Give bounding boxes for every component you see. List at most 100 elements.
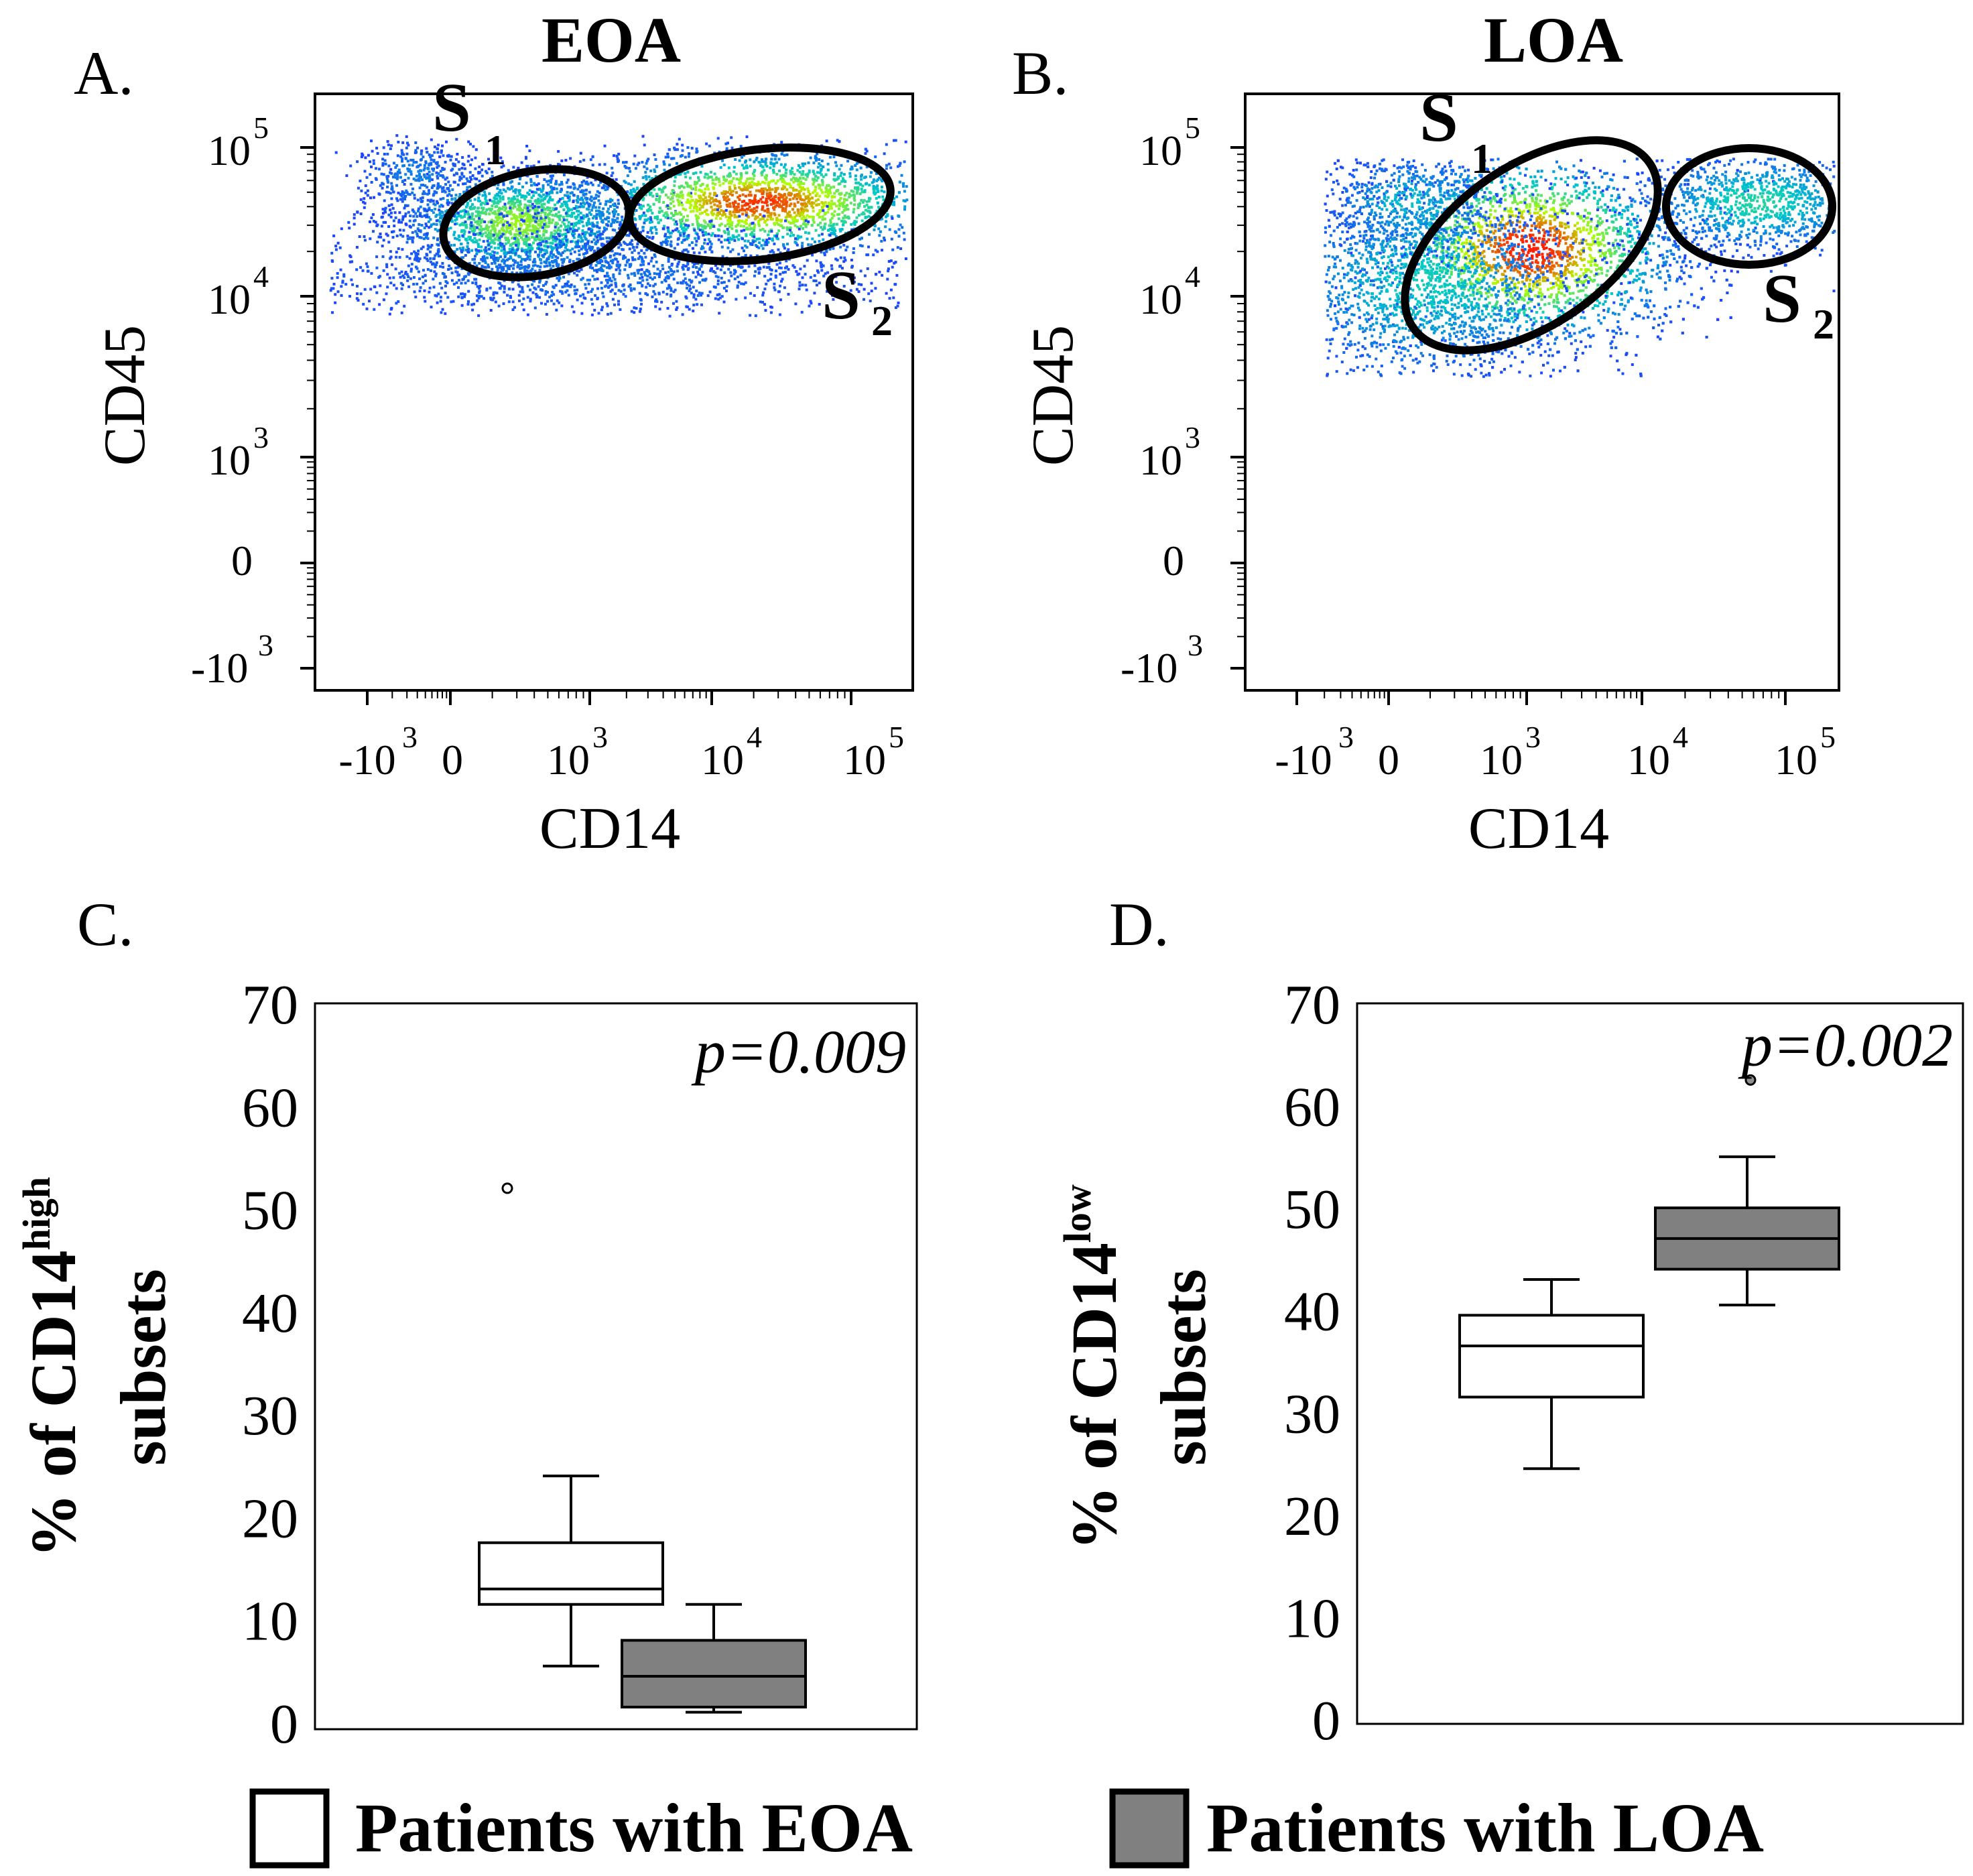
event-dot	[826, 290, 828, 293]
event-dot	[494, 232, 497, 235]
event-dot	[767, 262, 771, 265]
event-dot	[734, 201, 737, 204]
event-dot	[836, 189, 840, 192]
event-dot	[804, 195, 808, 198]
event-dot	[406, 204, 409, 207]
event-dot	[680, 225, 683, 228]
event-dot	[741, 155, 743, 159]
event-dot	[676, 198, 680, 202]
event-dot	[850, 223, 853, 226]
event-dot	[399, 275, 402, 279]
event-dot	[706, 223, 710, 227]
event-dot	[881, 217, 884, 221]
event-dot	[577, 210, 580, 213]
event-dot	[832, 227, 836, 230]
event-dot	[776, 186, 779, 190]
event-dot	[535, 202, 538, 205]
event-dot	[416, 235, 420, 238]
event-dot	[761, 192, 764, 195]
event-dot	[716, 204, 719, 208]
event-dot	[800, 211, 803, 214]
event-dot	[812, 216, 815, 219]
event-dot	[672, 193, 676, 196]
event-dot	[460, 216, 464, 219]
event-dot	[563, 200, 566, 204]
event-dot	[560, 188, 563, 191]
event-dot	[717, 238, 720, 241]
event-dot	[385, 265, 389, 269]
event-dot	[875, 196, 878, 200]
event-dot	[423, 233, 426, 237]
event-dot	[829, 218, 832, 222]
event-dot	[870, 290, 873, 293]
event-dot	[501, 259, 504, 263]
event-dot	[627, 182, 631, 186]
event-dot	[581, 239, 584, 242]
event-dot	[525, 249, 529, 251]
event-dot	[340, 294, 343, 297]
event-dot	[755, 206, 759, 209]
event-dot	[602, 184, 606, 187]
event-dot	[655, 228, 658, 231]
event-dot	[872, 184, 875, 188]
event-dot	[802, 170, 805, 173]
event-dot	[838, 204, 841, 207]
event-dot	[794, 177, 798, 180]
event-dot	[550, 235, 553, 238]
event-dot	[789, 214, 792, 217]
event-dot	[430, 243, 434, 247]
event-dot	[684, 155, 687, 159]
event-dot	[548, 237, 551, 241]
event-dot	[716, 137, 720, 140]
event-dot	[533, 269, 537, 273]
event-dot	[748, 184, 751, 186]
event-dot	[863, 176, 866, 180]
event-dot	[640, 207, 643, 210]
event-dot	[568, 214, 572, 217]
event-dot	[481, 194, 485, 197]
event-dot	[493, 261, 497, 265]
event-dot	[609, 205, 612, 208]
event-dot	[507, 187, 509, 190]
event-dot	[588, 190, 591, 194]
event-dot	[598, 235, 602, 239]
event-dot	[854, 178, 857, 181]
event-dot	[653, 168, 656, 172]
event-dot	[477, 214, 480, 217]
event-dot	[793, 265, 796, 269]
event-dot	[436, 229, 440, 233]
event-dot	[676, 306, 679, 310]
event-dot	[466, 180, 469, 183]
event-dot	[566, 178, 570, 182]
event-dot	[743, 200, 746, 202]
event-dot	[798, 170, 802, 174]
event-dot	[580, 221, 584, 224]
event-dot	[437, 248, 440, 251]
event-dot	[420, 215, 424, 218]
event-dot	[505, 238, 508, 241]
event-dot	[533, 206, 536, 210]
event-dot	[743, 221, 747, 224]
event-dot	[460, 251, 464, 254]
event-dot	[885, 215, 887, 218]
event-dot	[450, 267, 452, 270]
event-dot	[562, 260, 565, 263]
event-dot	[639, 277, 642, 280]
event-dot	[795, 214, 798, 217]
event-dot	[737, 265, 740, 268]
event-dot	[653, 153, 656, 156]
event-dot	[698, 207, 702, 210]
event-dot	[668, 314, 672, 318]
event-dot	[795, 237, 799, 241]
event-dot	[846, 273, 849, 276]
event-dot	[424, 256, 426, 259]
event-dot	[643, 251, 646, 255]
event-dot	[703, 176, 706, 179]
event-dot	[782, 245, 785, 248]
event-dot	[814, 155, 817, 158]
event-dot	[400, 270, 403, 273]
event-dot	[845, 192, 848, 195]
event-dot	[401, 235, 405, 238]
event-dot	[834, 235, 838, 238]
event-dot	[401, 248, 404, 251]
